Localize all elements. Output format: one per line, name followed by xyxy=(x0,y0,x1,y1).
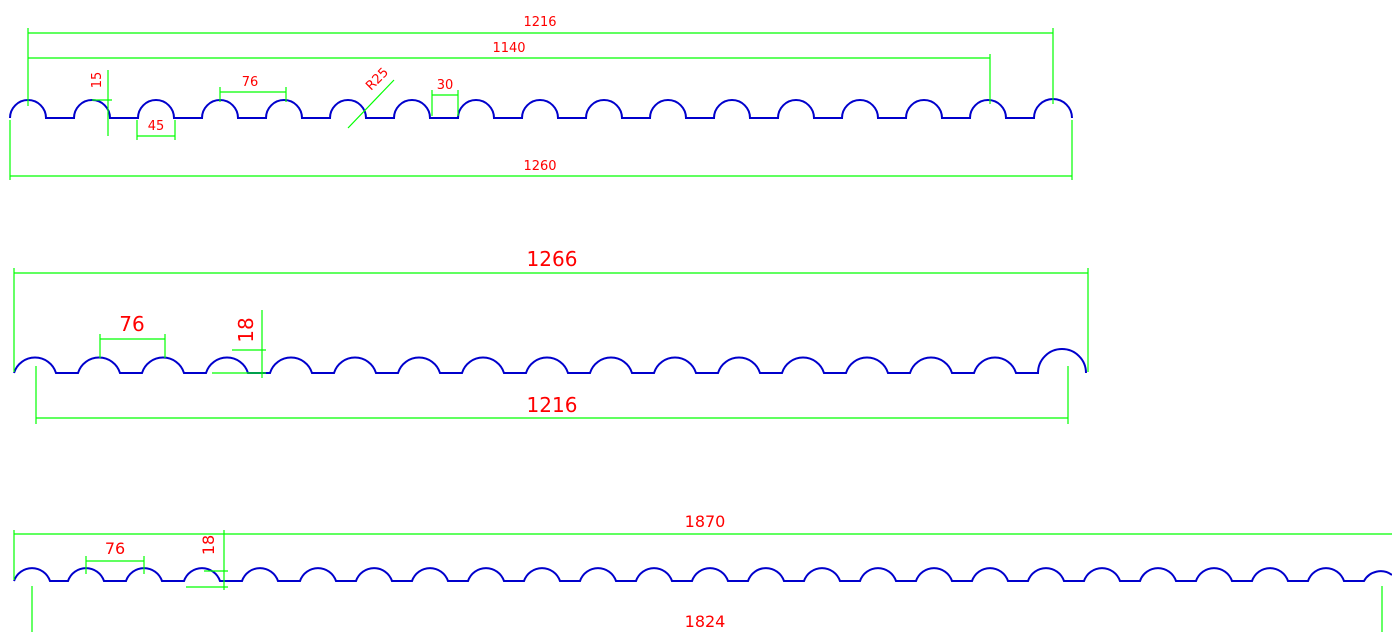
dim-18-p3: 18 xyxy=(186,530,228,590)
dim-45: 45 xyxy=(136,119,176,140)
dim-label-R25: R25 xyxy=(363,65,392,94)
dim-15: 15 xyxy=(90,70,112,136)
profile-3: 1870 76 18 1824 xyxy=(13,512,1392,632)
profile-2-wave xyxy=(13,348,1087,374)
dim-label-1870: 1870 xyxy=(685,512,726,531)
dim-76-p3: 76 xyxy=(85,539,145,574)
dim-label-30: 30 xyxy=(437,78,454,93)
dim-label-1260: 1260 xyxy=(523,159,556,174)
dim-label-1216: 1216 xyxy=(523,15,556,30)
dim-1824: 1824 xyxy=(31,586,1383,632)
dim-label-1266: 1266 xyxy=(527,247,578,271)
dim-label-18-p3: 18 xyxy=(199,535,218,555)
dim-1140: 1140 xyxy=(28,41,991,104)
dim-label-15: 15 xyxy=(90,72,105,89)
dim-18-p2: 18 xyxy=(212,310,266,378)
dim-label-76-p3: 76 xyxy=(105,539,125,558)
profile-1: 1216 1140 15 76 R25 xyxy=(9,15,1073,180)
dim-1216-p2: 1216 xyxy=(35,366,1069,424)
dim-76-p2: 76 xyxy=(99,312,166,358)
dim-label-1216-p2: 1216 xyxy=(527,393,578,417)
dim-label-1824: 1824 xyxy=(685,612,726,631)
dim-label-45: 45 xyxy=(148,119,165,134)
dim-label-1140: 1140 xyxy=(492,41,525,56)
dim-1266: 1266 xyxy=(13,247,1089,372)
dim-76-p1: 76 xyxy=(219,75,287,102)
dim-1870: 1870 xyxy=(13,512,1392,580)
profile-3-wave xyxy=(13,567,1392,582)
dim-1216-top: 1216 xyxy=(27,15,1054,106)
dim-label-18-p2: 18 xyxy=(234,317,258,342)
profile-2: 1266 76 18 1216 xyxy=(13,247,1089,424)
dim-label-76-p1: 76 xyxy=(242,75,259,90)
dim-30: 30 xyxy=(431,78,459,116)
dim-label-76-p2: 76 xyxy=(119,312,144,336)
dim-1260: 1260 xyxy=(9,120,1073,180)
profile-1-wave xyxy=(9,98,1073,119)
